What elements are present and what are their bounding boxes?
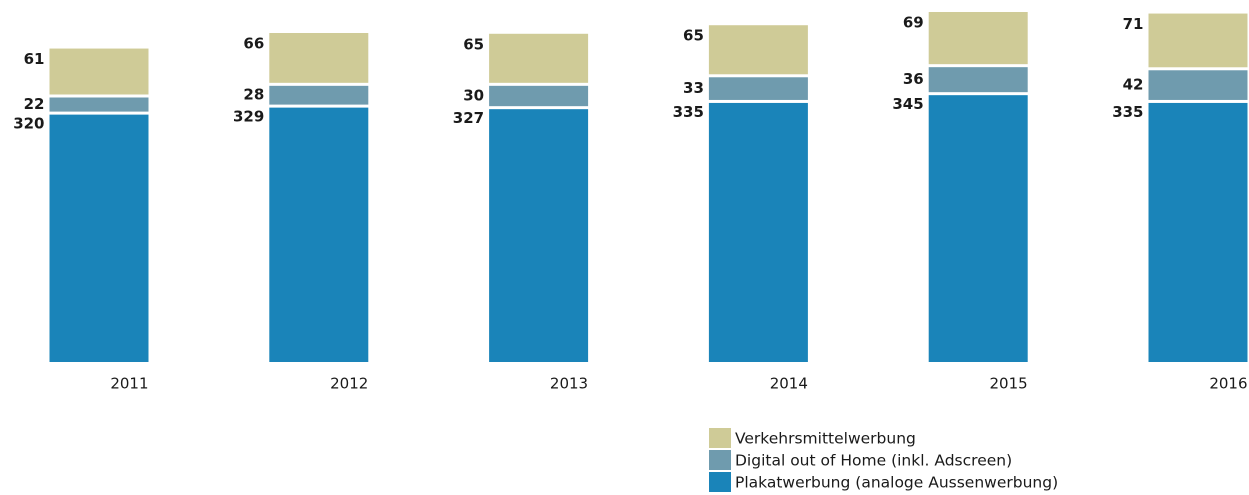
legend-swatch (709, 428, 731, 448)
x-tick-label: 2016 (1209, 375, 1247, 393)
legend-swatch (709, 450, 731, 470)
value-label: 61 (24, 50, 45, 68)
x-tick-label: 2012 (330, 375, 368, 393)
value-label: 320 (13, 115, 44, 133)
value-label: 33 (683, 79, 704, 97)
bar-segment (269, 107, 369, 362)
bar-segment (269, 85, 369, 105)
bar-segment (928, 67, 1028, 93)
bar-segment (49, 97, 149, 112)
bar-segment (1148, 102, 1248, 362)
bar-segment (928, 12, 1028, 65)
bar-segment (489, 109, 589, 363)
legend-swatch (709, 472, 731, 492)
bar-segment (49, 48, 149, 95)
bar-segment (1148, 13, 1248, 68)
bar-segment (708, 102, 808, 362)
value-label: 36 (903, 70, 924, 88)
x-tick-label: 2014 (770, 375, 808, 393)
value-label: 22 (24, 95, 45, 113)
legend-label: Digital out of Home (inkl. Adscreen) (735, 452, 1012, 470)
x-tick-label: 2015 (990, 375, 1028, 393)
bar-segment (928, 95, 1028, 363)
value-label: 66 (243, 35, 264, 53)
bar-segment (708, 25, 808, 75)
bar-segment (1148, 70, 1248, 100)
value-label: 42 (1123, 76, 1144, 94)
value-label: 65 (463, 35, 484, 53)
bar-segment (708, 77, 808, 100)
value-label: 28 (243, 86, 264, 104)
value-label: 329 (233, 108, 264, 126)
value-label: 327 (453, 109, 484, 127)
x-tick-label: 2013 (550, 375, 588, 393)
value-label: 335 (673, 103, 704, 121)
bar-segment (489, 85, 589, 107)
bar-segment (269, 33, 369, 83)
value-label: 345 (892, 95, 923, 113)
legend-label: Verkehrsmittelwerbung (735, 430, 916, 448)
x-tick-label: 2011 (110, 375, 148, 393)
bar-segment (489, 33, 589, 83)
value-label: 65 (683, 27, 704, 45)
value-label: 71 (1123, 15, 1144, 33)
value-label: 69 (903, 14, 924, 32)
value-label: 335 (1112, 103, 1143, 121)
value-label: 30 (463, 87, 484, 105)
bar-segment (49, 114, 149, 362)
legend-label: Plakatwerbung (analoge Aussenwerbung) (735, 474, 1058, 492)
